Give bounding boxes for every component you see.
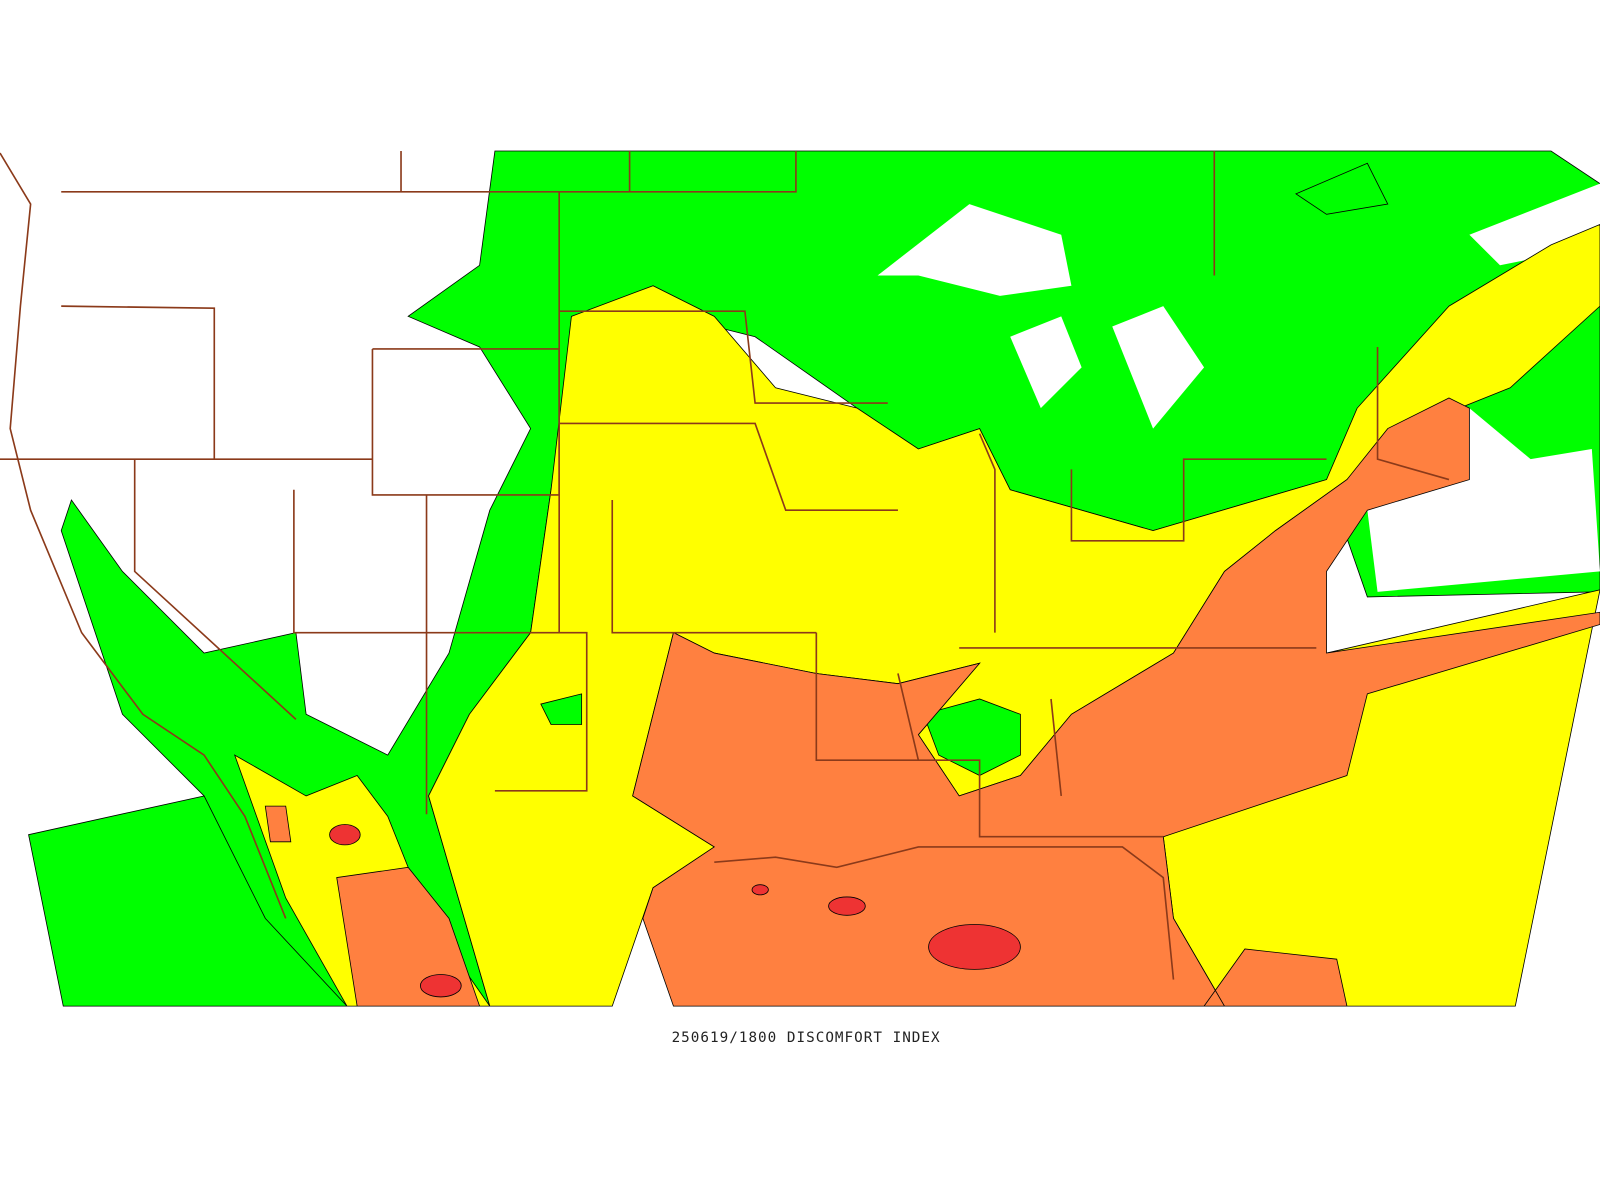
red-blob: [828, 896, 866, 916]
border: [1070, 458, 1327, 542]
border: [978, 433, 996, 633]
border: [293, 489, 588, 792]
border: [611, 500, 817, 634]
red-blob: [420, 974, 462, 998]
border: [559, 310, 888, 404]
red-blob: [329, 824, 361, 846]
red-blob: [751, 884, 769, 896]
orange-zone: [264, 397, 1600, 1007]
coastline: [714, 846, 1175, 980]
map-caption: 250619/1800 DISCOMFORT INDEX: [672, 1030, 941, 1046]
green-pocket: [540, 693, 1021, 776]
coastline: [0, 152, 287, 919]
map-area: [0, 150, 1600, 1007]
red-zone: [329, 824, 1021, 998]
boundaries: [0, 151, 1450, 980]
border: [815, 632, 1164, 838]
border: [61, 305, 216, 460]
border: [1376, 346, 1450, 481]
border: [897, 673, 920, 761]
border: [559, 422, 898, 512]
border: [61, 151, 797, 193]
border: [133, 459, 297, 720]
red-blob: [928, 924, 1021, 970]
border: [1050, 698, 1063, 797]
